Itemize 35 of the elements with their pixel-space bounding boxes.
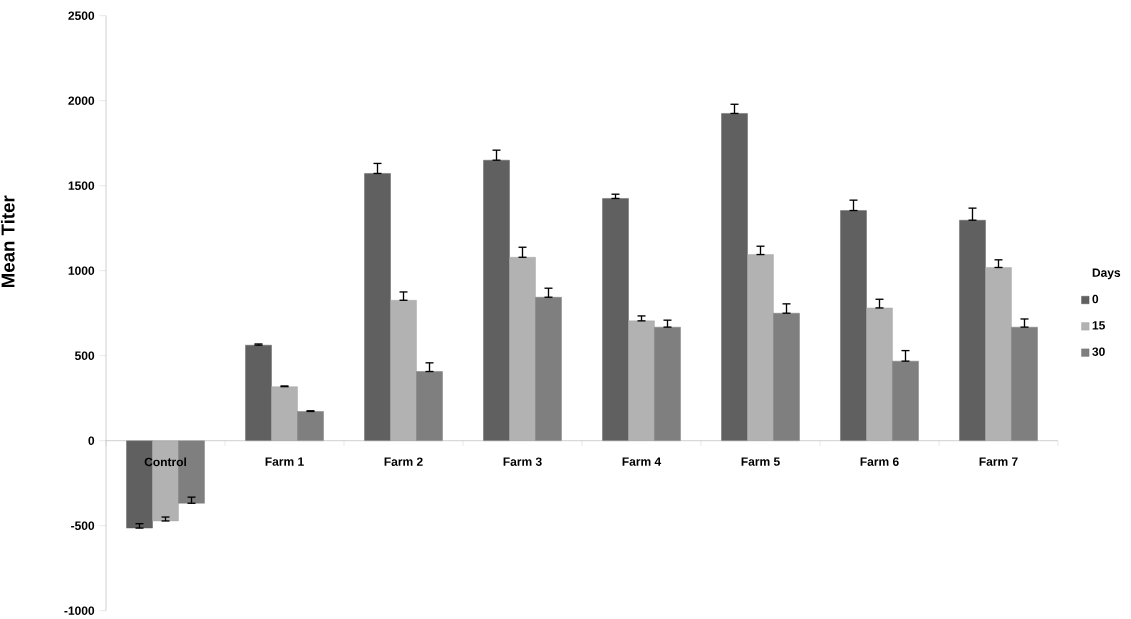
bar — [416, 371, 443, 441]
x-tick-label: Farm 1 — [265, 457, 304, 466]
y-tick-label: -500 — [71, 521, 95, 530]
legend-title: Days — [1092, 268, 1121, 280]
y-tick-label: 0 — [88, 436, 95, 445]
y-tick-label: 2000 — [68, 96, 95, 105]
x-tick-label: Farm 2 — [384, 457, 423, 466]
y-tick-label: -1000 — [64, 606, 95, 615]
bar — [483, 160, 510, 441]
legend-label: 30 — [1092, 347, 1105, 356]
y-tick-label: 1000 — [68, 266, 95, 275]
bar — [773, 313, 800, 441]
bar — [959, 220, 986, 441]
x-tick-label: Farm 3 — [503, 457, 542, 466]
bar — [721, 113, 748, 441]
bar — [840, 210, 867, 441]
legend-label: 0 — [1092, 294, 1099, 304]
legend-label: 15 — [1092, 321, 1105, 330]
bar — [1011, 326, 1038, 441]
bar — [602, 198, 629, 441]
y-axis-title: Mean Titer — [0, 195, 15, 288]
x-tick-label: Control — [144, 457, 186, 467]
x-tick-label: Farm 4 — [622, 457, 662, 466]
bar — [654, 326, 681, 441]
bar — [245, 344, 272, 441]
bar — [297, 411, 324, 441]
x-tick-label: Farm 6 — [860, 457, 899, 466]
x-tick-label: Farm 7 — [979, 457, 1018, 466]
bar — [364, 173, 391, 441]
bar — [535, 297, 562, 441]
y-tick-label: 500 — [74, 351, 95, 360]
y-tick-label: 2500 — [68, 11, 95, 20]
bar — [892, 360, 919, 441]
y-tick-label: 1500 — [68, 181, 95, 190]
x-tick-label: Farm 5 — [741, 457, 780, 466]
